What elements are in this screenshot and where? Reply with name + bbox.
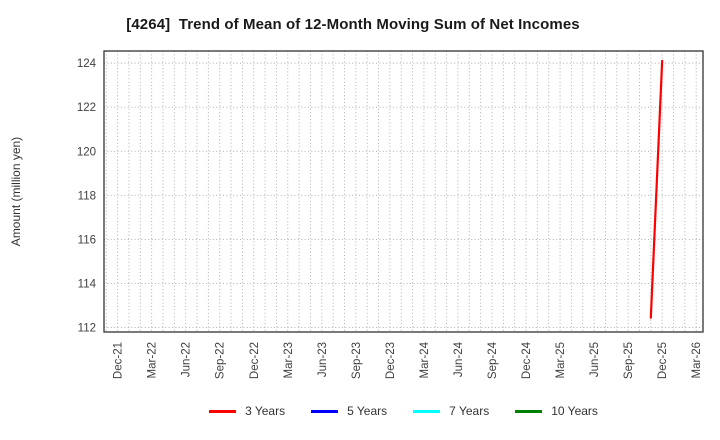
y-axis-label: Amount (million yen) <box>9 137 23 246</box>
legend-line-swatch <box>209 409 237 413</box>
legend-label: 3 Years <box>245 404 286 418</box>
x-tick-label: Jun-23 <box>317 342 329 377</box>
y-tick-label: 114 <box>78 279 97 291</box>
plot-border <box>103 50 704 333</box>
legend-line-swatch <box>413 409 441 413</box>
x-tick-label: Mar-25 <box>555 342 567 378</box>
x-tick-label: Sep-23 <box>351 342 363 379</box>
legend-label: 5 Years <box>347 404 388 418</box>
x-tick-label: Dec-24 <box>521 341 533 379</box>
legend-item-3-years: 3 Years <box>209 404 285 418</box>
chart-legend: 3 Years 5 Years 7 Years 10 Years <box>104 404 703 418</box>
x-tick-label: Jun-25 <box>589 342 601 377</box>
x-tick-label: Mar-26 <box>691 342 703 378</box>
y-tick-label: 112 <box>78 323 96 335</box>
y-tick-label: 124 <box>77 58 97 70</box>
x-tick-label: Dec-21 <box>113 342 125 379</box>
x-tick-label: Mar-24 <box>419 341 431 378</box>
legend-line-swatch <box>515 409 543 413</box>
x-tick-label: Dec-25 <box>657 342 669 379</box>
x-tick-label: Dec-22 <box>249 342 261 379</box>
y-tick-label: 122 <box>77 102 96 114</box>
legend-line-swatch <box>311 409 339 413</box>
chart-title: [4264] Trend of Mean of 12-Month Moving … <box>126 16 580 33</box>
x-tick-label: Jun-24 <box>453 341 465 377</box>
legend-label: 10 Years <box>551 404 598 418</box>
x-tick-label: Mar-22 <box>147 342 159 378</box>
series-line-3-years <box>649 59 664 319</box>
legend-item-10-years: 10 Years <box>515 404 598 418</box>
x-tick-label: Mar-23 <box>283 342 295 378</box>
y-tick-label: 116 <box>78 234 96 246</box>
y-tick-label: 118 <box>78 190 96 202</box>
legend-item-7-years: 7 Years <box>413 404 489 418</box>
y-tick-label: 120 <box>77 146 96 158</box>
x-tick-label: Sep-24 <box>487 341 499 379</box>
x-tick-label: Sep-25 <box>623 342 635 379</box>
x-tick-label: Dec-23 <box>385 342 397 379</box>
x-tick-label: Sep-22 <box>215 342 227 379</box>
legend-item-5-years: 5 Years <box>311 404 387 418</box>
x-tick-label: Jun-22 <box>181 342 193 377</box>
legend-label: 7 Years <box>449 404 490 418</box>
